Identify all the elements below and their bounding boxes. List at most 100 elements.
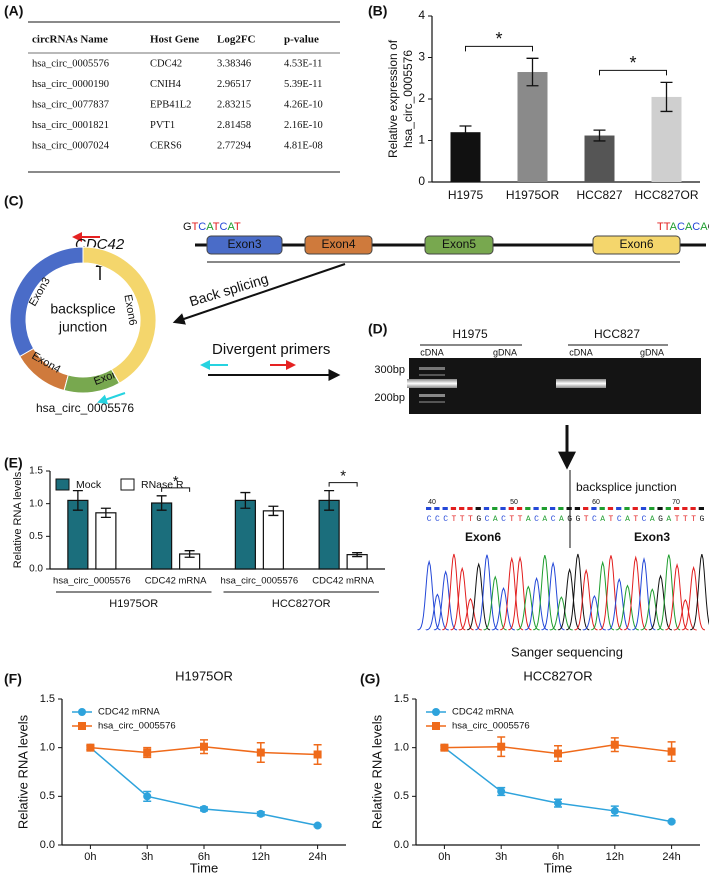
back-splice-arrow bbox=[172, 263, 346, 325]
chromatogram-peak bbox=[508, 555, 532, 631]
error-bar bbox=[352, 552, 363, 558]
chromatogram-peak bbox=[640, 588, 664, 631]
legend-marker bbox=[432, 722, 440, 730]
significance-label: * bbox=[629, 53, 636, 73]
panel-label: (E) bbox=[4, 455, 23, 471]
legend-label: Mock bbox=[76, 479, 102, 491]
data-point bbox=[497, 787, 506, 796]
x-tick-label: 12h bbox=[252, 851, 270, 863]
junction-label: backsplice bbox=[50, 301, 116, 317]
table-cell: 2.77294 bbox=[217, 140, 252, 151]
table-cell: CDC42 bbox=[150, 58, 182, 69]
x-tick-label: 6h bbox=[552, 851, 564, 863]
base-call-bar bbox=[459, 507, 465, 510]
panel-label: (B) bbox=[368, 3, 387, 19]
column-header: circRNAs Name bbox=[32, 34, 108, 46]
y-tick-label: 0.0 bbox=[394, 839, 409, 851]
x-tick-label: 24h bbox=[308, 851, 326, 863]
lane-label: cDNA bbox=[420, 347, 444, 357]
ladder-band bbox=[419, 394, 445, 397]
circ-segment bbox=[63, 368, 121, 394]
y-axis-label: Relative RNA levels bbox=[15, 714, 30, 829]
y-axis-label: Relative expression of bbox=[386, 39, 400, 158]
y-tick-label: 1.0 bbox=[40, 742, 55, 754]
chromatogram-peak bbox=[450, 566, 474, 631]
base-call-bar bbox=[698, 507, 704, 510]
sample-band bbox=[407, 379, 457, 388]
panel-label: (D) bbox=[368, 321, 387, 337]
data-point bbox=[313, 821, 322, 830]
lane-label: gDNA bbox=[493, 347, 517, 357]
legend-swatch bbox=[55, 478, 70, 491]
base-call-bar bbox=[632, 507, 638, 510]
y-tick-label: 0.5 bbox=[40, 790, 55, 802]
position-label: 60 bbox=[592, 499, 600, 506]
junction-label: backsplice junction bbox=[576, 480, 677, 494]
chromatogram-peak bbox=[541, 561, 565, 631]
data-point bbox=[610, 740, 619, 749]
bar bbox=[517, 72, 548, 182]
base-call-bar bbox=[624, 507, 630, 510]
error-bar bbox=[593, 129, 606, 142]
data-point bbox=[667, 747, 676, 756]
x-tick-label: hsa_circ_0005576 bbox=[53, 576, 131, 587]
table-cell: 2.83215 bbox=[217, 99, 251, 110]
chart-title: H1975OR bbox=[175, 668, 233, 683]
annotation: Divergent primers bbox=[212, 341, 330, 358]
chromatogram-peak bbox=[690, 553, 709, 631]
data-point bbox=[440, 743, 449, 752]
circ-segment bbox=[82, 246, 157, 384]
data-point bbox=[143, 792, 152, 801]
y-tick-label: 1.5 bbox=[394, 693, 409, 705]
base-call-bar bbox=[640, 507, 647, 510]
error-bar bbox=[156, 495, 167, 511]
junction-label: junction bbox=[58, 319, 107, 335]
bar bbox=[95, 512, 117, 570]
base-call-bar bbox=[665, 507, 671, 510]
error-bar bbox=[100, 507, 111, 519]
ladder-band bbox=[419, 401, 445, 403]
data-point bbox=[610, 806, 619, 815]
exon-label: Exon4 bbox=[321, 237, 355, 251]
x-tick-label: 24h bbox=[662, 851, 680, 863]
ladder-band bbox=[419, 367, 445, 370]
lane-label: cDNA bbox=[569, 347, 593, 357]
group-label: HCC827 bbox=[594, 327, 640, 341]
table-cell: hsa_circ_0005576 bbox=[32, 58, 109, 69]
y-tick-label: 2 bbox=[418, 91, 425, 105]
significance-label: * bbox=[340, 468, 346, 485]
legend-swatch bbox=[120, 478, 135, 491]
base-call-bar bbox=[483, 507, 490, 510]
chromatogram-peak bbox=[656, 554, 681, 631]
chromatogram-peak bbox=[582, 595, 606, 631]
data-point bbox=[667, 817, 676, 826]
table-cell: 4.53E-11 bbox=[284, 58, 322, 69]
table-cell: CERS6 bbox=[150, 140, 182, 151]
base-call-bar bbox=[450, 507, 457, 510]
chromatogram-peak bbox=[499, 556, 524, 631]
error-bar bbox=[459, 125, 472, 140]
chromatogram-peak bbox=[433, 570, 458, 631]
base-call-bar bbox=[467, 507, 473, 510]
legend-marker bbox=[432, 708, 440, 716]
chromatogram-peak bbox=[417, 559, 441, 631]
bar bbox=[262, 510, 284, 570]
chromatogram-peak bbox=[590, 560, 615, 631]
legend-label: hsa_circ_0005576 bbox=[452, 721, 530, 732]
data-point bbox=[256, 809, 265, 818]
x-axis-label: Time bbox=[190, 860, 218, 875]
legend-marker bbox=[78, 708, 86, 716]
error-bar bbox=[324, 489, 335, 511]
base-call-bar bbox=[649, 507, 655, 510]
significance-bracket bbox=[599, 69, 667, 76]
data-point bbox=[200, 804, 208, 813]
base-call-bar bbox=[657, 507, 663, 510]
chromatogram-peak bbox=[615, 584, 639, 631]
base-call-bar bbox=[475, 507, 481, 510]
bar bbox=[151, 502, 173, 570]
x-tick-label: H1975 bbox=[448, 188, 484, 202]
base-call-bar bbox=[599, 507, 605, 510]
base-call-bar bbox=[426, 507, 432, 510]
base-call-bar bbox=[566, 507, 572, 510]
